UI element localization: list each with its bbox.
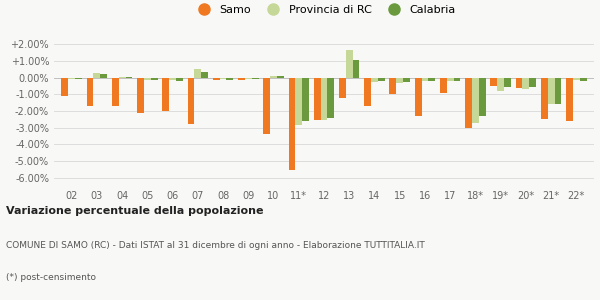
Bar — [75, 78, 82, 79]
Bar — [454, 78, 460, 81]
Bar — [176, 78, 183, 81]
Bar — [320, 78, 328, 120]
Bar — [163, 78, 169, 111]
Bar — [94, 73, 100, 78]
Bar — [238, 78, 245, 80]
Bar — [328, 78, 334, 118]
Bar — [580, 78, 587, 81]
Bar — [144, 78, 151, 80]
Bar — [440, 78, 447, 93]
Bar — [119, 77, 125, 78]
Bar — [523, 78, 529, 89]
Bar — [169, 78, 176, 80]
Bar — [188, 78, 194, 124]
Bar — [447, 78, 454, 81]
Bar — [389, 78, 396, 94]
Bar — [353, 60, 359, 78]
Bar — [252, 78, 259, 79]
Bar — [378, 78, 385, 81]
Bar — [220, 78, 226, 79]
Bar — [428, 78, 435, 81]
Bar — [86, 78, 94, 106]
Bar — [346, 50, 353, 78]
Bar — [573, 78, 580, 80]
Bar — [201, 72, 208, 78]
Bar — [194, 68, 201, 78]
Bar — [100, 74, 107, 78]
Bar — [541, 78, 548, 119]
Bar — [277, 76, 284, 78]
Bar — [490, 78, 497, 86]
Bar — [295, 78, 302, 125]
Text: COMUNE DI SAMO (RC) - Dati ISTAT al 31 dicembre di ogni anno - Elaborazione TUTT: COMUNE DI SAMO (RC) - Dati ISTAT al 31 d… — [6, 241, 425, 250]
Bar — [270, 76, 277, 78]
Bar — [497, 78, 504, 91]
Bar — [314, 78, 320, 120]
Bar — [472, 78, 479, 123]
Bar — [554, 78, 562, 104]
Bar — [263, 78, 270, 134]
Text: Variazione percentuale della popolazione: Variazione percentuale della popolazione — [6, 206, 263, 217]
Bar — [245, 78, 252, 79]
Bar — [529, 78, 536, 87]
Bar — [213, 78, 220, 80]
Bar — [61, 78, 68, 96]
Bar — [302, 78, 309, 121]
Bar — [515, 78, 523, 88]
Bar — [422, 78, 428, 81]
Bar — [151, 78, 158, 80]
Legend: Samo, Provincia di RC, Calabria: Samo, Provincia di RC, Calabria — [190, 3, 458, 17]
Bar — [403, 78, 410, 82]
Bar — [548, 78, 554, 104]
Bar — [566, 78, 573, 121]
Bar — [504, 78, 511, 87]
Bar — [68, 78, 75, 79]
Bar — [396, 78, 403, 83]
Bar — [137, 78, 144, 113]
Text: (*) post-censimento: (*) post-censimento — [6, 274, 96, 283]
Bar — [364, 78, 371, 106]
Bar — [125, 77, 133, 78]
Bar — [479, 78, 485, 116]
Bar — [112, 78, 119, 106]
Bar — [289, 78, 295, 170]
Bar — [465, 78, 472, 128]
Bar — [226, 78, 233, 80]
Bar — [371, 78, 378, 82]
Bar — [415, 78, 422, 116]
Bar — [339, 78, 346, 98]
